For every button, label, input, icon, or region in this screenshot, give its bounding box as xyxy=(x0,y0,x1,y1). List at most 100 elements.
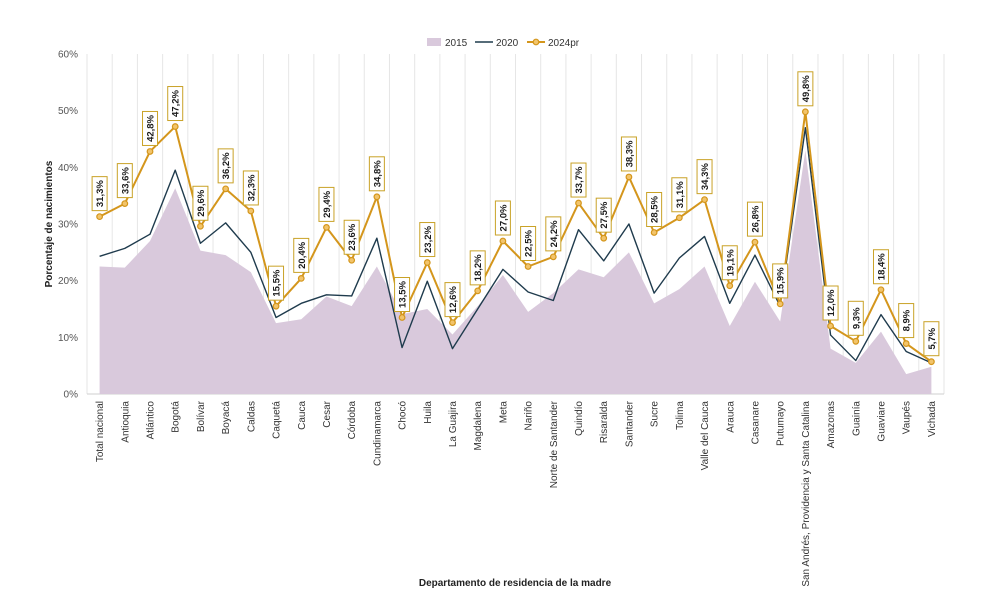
data-label-box xyxy=(898,303,915,339)
marker-2024pr xyxy=(449,319,456,327)
data-label-text: 18,2% xyxy=(473,254,484,281)
data-label: 34,3% xyxy=(696,159,713,195)
marker-2024pr xyxy=(877,286,885,294)
x-tick-label: Córdoba xyxy=(347,401,358,440)
data-label: 22,5% xyxy=(520,226,537,261)
data-label-text: 31,1% xyxy=(675,181,686,208)
data-label: 23,6% xyxy=(343,219,360,255)
data-label-text: 36,2% xyxy=(221,152,232,179)
legend-marker-2024pr xyxy=(532,38,540,46)
data-label: 29,6% xyxy=(192,185,209,221)
data-label-box xyxy=(570,162,587,198)
data-label-text: 27,0% xyxy=(498,204,509,231)
data-label-text: 18,4% xyxy=(876,253,887,280)
x-tick-label: Santander xyxy=(624,400,635,447)
data-label-box xyxy=(142,110,159,146)
data-label: 18,2% xyxy=(469,250,486,286)
x-tick-label: Bogotá xyxy=(171,401,182,433)
data-label-box xyxy=(797,71,814,107)
y-tick-label: 50% xyxy=(58,106,78,117)
data-label: 12,6% xyxy=(444,282,461,318)
legend-label-2020: 2020 xyxy=(496,38,519,49)
data-label: 49,8% xyxy=(797,71,814,107)
marker-2024pr xyxy=(600,234,608,242)
x-tick-label: Chocó xyxy=(398,401,409,430)
data-label-text: 8,9% xyxy=(902,309,913,331)
data-label-box xyxy=(343,219,360,255)
data-label-box xyxy=(192,185,209,221)
data-label-text: 34,3% xyxy=(700,163,711,190)
x-tick-label: Caldas xyxy=(246,401,257,432)
data-label-box xyxy=(394,277,411,312)
data-label-text: 32,3% xyxy=(246,174,257,201)
marker-2024pr xyxy=(625,173,633,181)
marker-2024pr xyxy=(499,237,507,245)
x-tick-label: Vichada xyxy=(927,401,938,437)
marker-2024pr xyxy=(121,200,129,208)
y-axis-ticks: 0% 10% 20% 30% 40% 50% 60% xyxy=(58,50,78,401)
data-label-box xyxy=(872,249,889,285)
data-label-text: 31,3% xyxy=(95,180,106,207)
data-label-box xyxy=(620,136,637,172)
marker-2024pr xyxy=(776,300,784,308)
data-label-box xyxy=(595,197,612,233)
data-label-box xyxy=(746,201,763,237)
data-label-text: 22,5% xyxy=(524,229,535,256)
data-label: 26,8% xyxy=(746,201,763,237)
x-tick-label: Valle del Cauca xyxy=(700,401,711,471)
marker-2024pr xyxy=(373,193,381,201)
series-2024pr-line xyxy=(96,108,935,366)
data-label-text: 49,8% xyxy=(801,75,812,102)
data-label-text: 9,3% xyxy=(851,307,862,329)
data-label-text: 26,8% xyxy=(750,205,761,232)
x-tick-label: Amazonas xyxy=(826,401,837,448)
marker-2024pr xyxy=(96,213,104,221)
x-tick-label: Vaupés xyxy=(902,401,913,434)
data-label-text: 42,8% xyxy=(146,114,157,141)
marker-2024pr xyxy=(524,263,532,270)
x-tick-label: Nariño xyxy=(524,401,535,431)
x-axis-title: Departamento de residencia de la madre xyxy=(419,578,612,589)
legend-label-2024pr: 2024pr xyxy=(548,38,580,49)
data-label-text: 15,9% xyxy=(776,267,787,294)
marker-2024pr xyxy=(348,256,356,264)
data-label: 42,8% xyxy=(142,110,159,146)
series-2015-area xyxy=(99,150,932,394)
x-tick-label: Meta xyxy=(498,401,509,424)
data-label-text: 34,8% xyxy=(372,160,383,187)
data-label: 15,5% xyxy=(268,265,285,301)
data-label-box xyxy=(318,186,335,222)
data-label-box xyxy=(923,321,940,357)
marker-2024pr xyxy=(575,199,582,207)
marker-2024pr xyxy=(852,337,860,345)
data-label-box xyxy=(217,148,234,184)
data-label-text: 29,4% xyxy=(322,190,333,217)
x-tick-label: Risaralda xyxy=(599,401,610,444)
marker-2024pr xyxy=(171,123,179,130)
legend-swatch-2015 xyxy=(427,38,441,46)
x-tick-label: Magdalena xyxy=(473,401,484,451)
marker-2024pr xyxy=(801,108,809,116)
data-label: 15,9% xyxy=(772,263,789,299)
marker-2024pr xyxy=(272,302,280,310)
x-tick-label: Bolívar xyxy=(196,400,207,432)
marker-2024pr xyxy=(474,287,482,295)
data-label-text: 28,5% xyxy=(650,195,661,222)
x-tick-label: Casanare xyxy=(750,401,761,445)
legend-label-2015: 2015 xyxy=(445,38,468,49)
data-label-text: 5,7% xyxy=(927,327,938,349)
data-label-box xyxy=(671,177,688,213)
y-tick-label: 60% xyxy=(58,50,78,61)
y-tick-label: 10% xyxy=(58,333,78,344)
marker-2024pr xyxy=(398,314,406,321)
area-2015 xyxy=(99,150,932,394)
x-tick-label: Total nacional xyxy=(95,401,106,462)
series-2020-line xyxy=(99,126,932,364)
marker-2024pr xyxy=(247,207,255,215)
line-2024pr xyxy=(99,110,932,363)
x-tick-label: Cauca xyxy=(297,401,308,430)
data-label: 31,3% xyxy=(91,176,108,212)
x-tick-label: Huila xyxy=(423,401,434,424)
data-label-box xyxy=(646,192,663,227)
